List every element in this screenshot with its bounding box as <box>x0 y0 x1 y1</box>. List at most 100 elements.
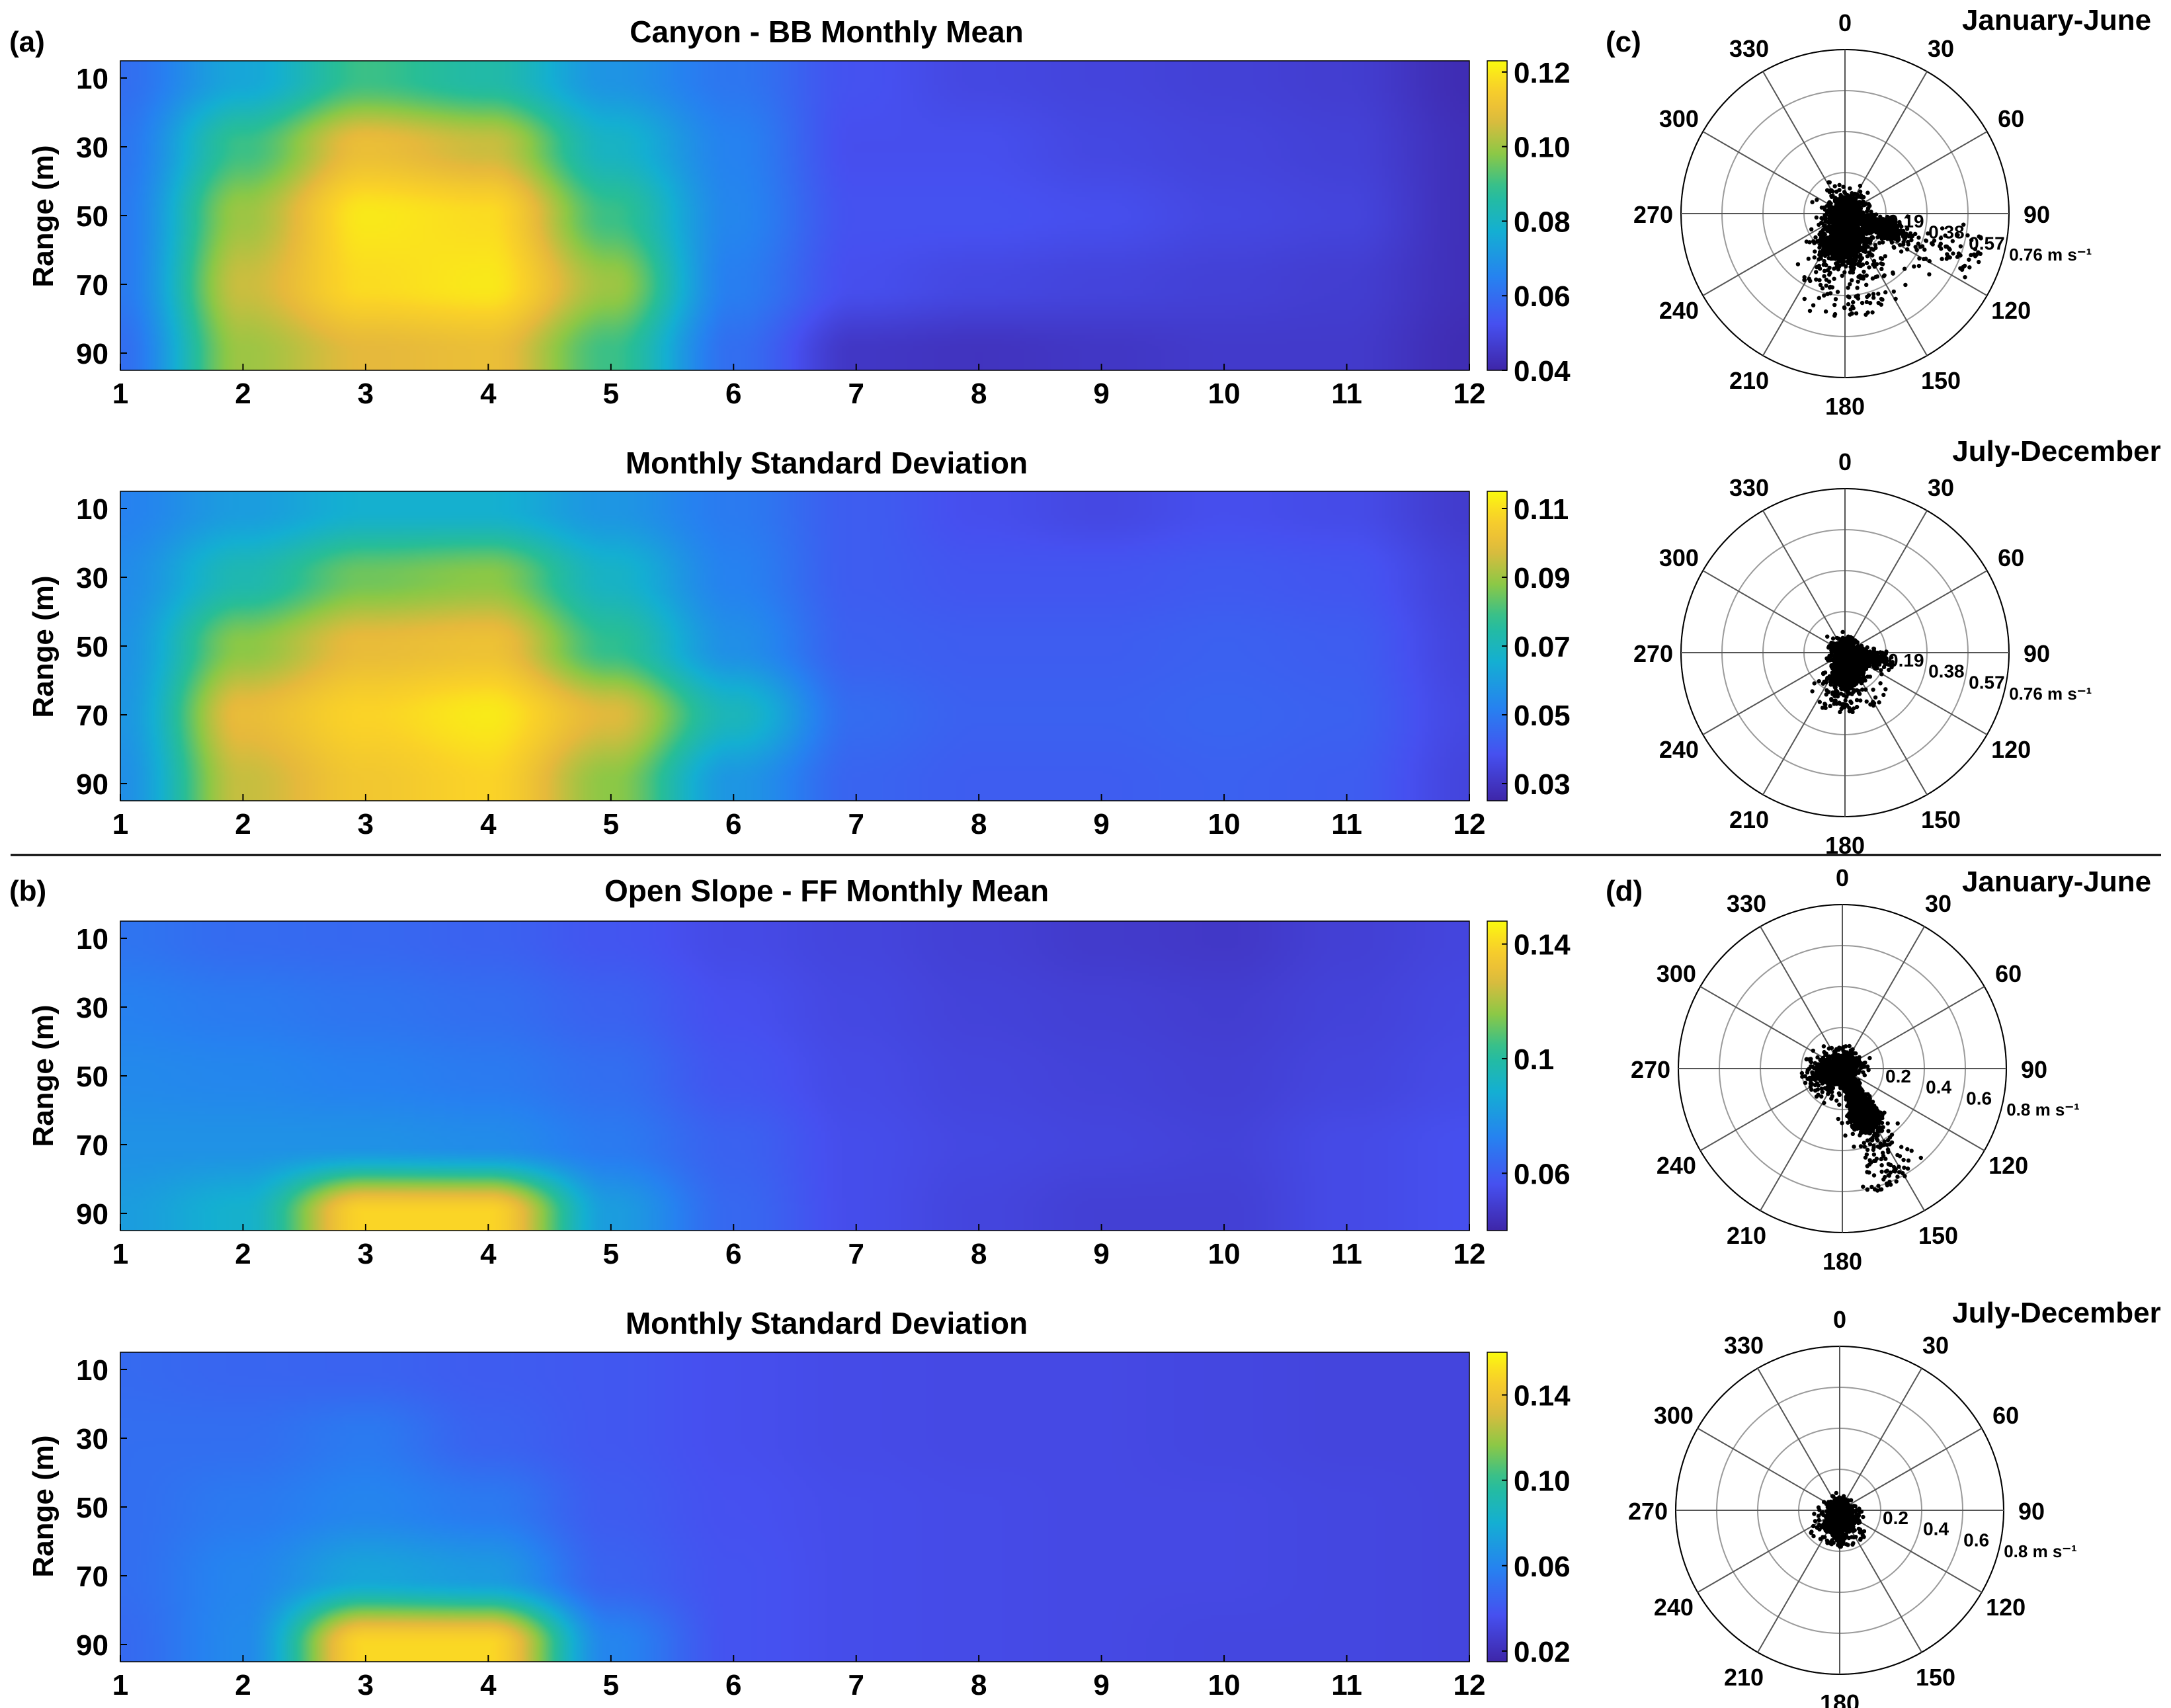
angle-label: 30 <box>1928 35 1954 62</box>
polar-spoke <box>1702 213 1846 296</box>
scatter-point <box>1818 252 1823 257</box>
scatter-point <box>1842 190 1847 194</box>
x-tick-label: 9 <box>1093 378 1109 410</box>
colorbar-tick-label: 0.08 <box>1514 206 1571 238</box>
polar-spoke <box>1762 510 1846 653</box>
scatter-point <box>1871 262 1875 267</box>
scatter-point <box>1860 262 1865 267</box>
scatter-point <box>1832 313 1837 318</box>
scatter-point <box>1817 679 1821 684</box>
scatter-point <box>1864 261 1869 266</box>
scatter-point <box>1866 653 1871 659</box>
scatter-point <box>1855 670 1860 675</box>
scatter-point <box>1840 204 1846 208</box>
y-tick-label: 70 <box>76 700 108 732</box>
scatter-point <box>1864 236 1869 241</box>
x-tick-label: 10 <box>1208 378 1241 410</box>
heatmap-openslope-mean: Open Slope - FF Monthly Mean Range (m) 1… <box>27 874 1571 1270</box>
scatter-point <box>1879 231 1883 237</box>
colorbar-tick-label: 0.10 <box>1514 132 1571 164</box>
scatter-point <box>1862 269 1866 274</box>
y-tick-label: 30 <box>76 1423 108 1455</box>
scatter-point <box>1865 310 1870 315</box>
scatter-point <box>1905 247 1910 252</box>
y-tick-label: 90 <box>76 768 108 801</box>
scatter-point <box>1873 695 1878 700</box>
polar-spoke <box>1702 131 1846 214</box>
x-tick-label: 2 <box>235 1669 251 1701</box>
scatter-point <box>1838 710 1842 715</box>
scatter-point <box>1858 257 1863 262</box>
scatter-point <box>1856 674 1860 680</box>
scatter-point <box>1856 293 1860 298</box>
scatter-point <box>1916 235 1921 240</box>
x-tick-label: 8 <box>971 1238 987 1270</box>
y-tick-label: 90 <box>76 1198 108 1231</box>
colorbar-tick-label: 0.09 <box>1514 562 1571 594</box>
scatter-point <box>1858 183 1863 188</box>
scatter-point <box>1807 276 1812 281</box>
angle-label: 210 <box>1729 806 1769 833</box>
scatter-point <box>1939 246 1944 251</box>
scatter-point <box>1922 247 1927 252</box>
angle-label: 30 <box>1928 474 1954 501</box>
panel-label-a: (a) <box>9 26 45 58</box>
scatter-point <box>1883 659 1888 664</box>
polar-spoke <box>1844 510 1928 653</box>
x-tick-label: 4 <box>480 1669 497 1701</box>
scatter-point <box>1867 250 1872 255</box>
colorbar-tick-label: 0.07 <box>1514 631 1571 663</box>
scatter-point <box>1844 218 1849 223</box>
x-tick-label: 9 <box>1093 808 1109 840</box>
polar-title: January-June <box>1962 4 2151 36</box>
colorbar-tick-label: 0.06 <box>1514 1158 1571 1190</box>
heatmap-field <box>120 61 1469 370</box>
scatter-point <box>1944 244 1948 249</box>
scatter-point <box>1846 671 1851 675</box>
x-tick-label: 6 <box>725 1669 741 1701</box>
x-tick-label: 7 <box>848 1238 864 1270</box>
scatter-point <box>1856 261 1861 266</box>
colorbar-tick-label: 0.06 <box>1514 280 1571 313</box>
scatter-point <box>1862 243 1867 247</box>
scatter-point <box>1802 275 1807 280</box>
scatter-point <box>1828 704 1832 709</box>
scatter-point <box>1861 249 1866 254</box>
x-tick-label: 5 <box>603 1238 619 1270</box>
y-tick-label: 10 <box>76 63 108 95</box>
scatter-point <box>1858 698 1863 703</box>
angle-label: 240 <box>1659 736 1699 763</box>
scatter-point <box>1893 296 1898 302</box>
scatter-point <box>1902 237 1906 241</box>
scatter-point <box>1827 180 1832 184</box>
scatter-point <box>1836 267 1840 272</box>
scatter-point <box>1832 276 1836 281</box>
x-tick-label: 4 <box>480 808 497 840</box>
scatter-point <box>1823 702 1827 706</box>
scatter-point <box>1864 226 1868 231</box>
scatter-point <box>1822 239 1826 244</box>
scatter-points <box>1795 180 1983 318</box>
x-tick-label: 8 <box>971 1669 987 1701</box>
scatter-point <box>1834 238 1838 243</box>
scatter-point <box>1888 231 1893 236</box>
scatter-point <box>1848 708 1853 712</box>
scatter-point <box>1877 241 1882 245</box>
x-tick-label: 4 <box>480 378 497 410</box>
scatter-point <box>1848 202 1853 207</box>
colorbar-tick-label: 0.03 <box>1514 768 1571 801</box>
scatter-point <box>1864 300 1869 304</box>
scatter-point <box>1828 201 1833 206</box>
scatter-point <box>1828 291 1833 296</box>
x-tick-label: 4 <box>480 1238 497 1270</box>
angle-label: 240 <box>1659 297 1699 324</box>
scatter-point <box>1840 219 1845 224</box>
colorbar-tick-label: 0.1 <box>1514 1043 1554 1076</box>
angle-label: 300 <box>1659 105 1699 132</box>
scatter-point <box>1947 247 1952 252</box>
scatter-point <box>1830 189 1835 194</box>
scatter-point <box>1859 668 1864 672</box>
x-tick-label: 2 <box>235 378 251 410</box>
scatter-point <box>1878 681 1883 686</box>
scatter-point <box>1917 256 1922 261</box>
